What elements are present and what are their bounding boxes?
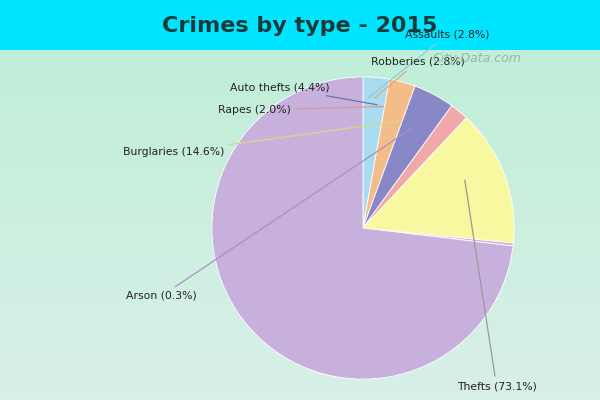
Wedge shape <box>363 77 389 228</box>
Text: City-Data.com: City-Data.com <box>432 52 521 65</box>
Text: Thefts (73.1%): Thefts (73.1%) <box>457 180 536 392</box>
Text: Arson (0.3%): Arson (0.3%) <box>126 128 412 301</box>
Wedge shape <box>363 228 514 246</box>
Text: Burglaries (14.6%): Burglaries (14.6%) <box>122 122 398 158</box>
Wedge shape <box>212 77 513 379</box>
Wedge shape <box>363 79 415 228</box>
Wedge shape <box>363 118 514 243</box>
Text: Crimes by type - 2015: Crimes by type - 2015 <box>163 16 437 36</box>
Text: Assaults (2.8%): Assaults (2.8%) <box>368 30 490 98</box>
Text: Rapes (2.0%): Rapes (2.0%) <box>218 105 384 115</box>
Text: Robberies (2.8%): Robberies (2.8%) <box>371 57 464 98</box>
Wedge shape <box>363 106 466 228</box>
Wedge shape <box>363 86 452 228</box>
Text: Auto thefts (4.4%): Auto thefts (4.4%) <box>230 82 377 105</box>
